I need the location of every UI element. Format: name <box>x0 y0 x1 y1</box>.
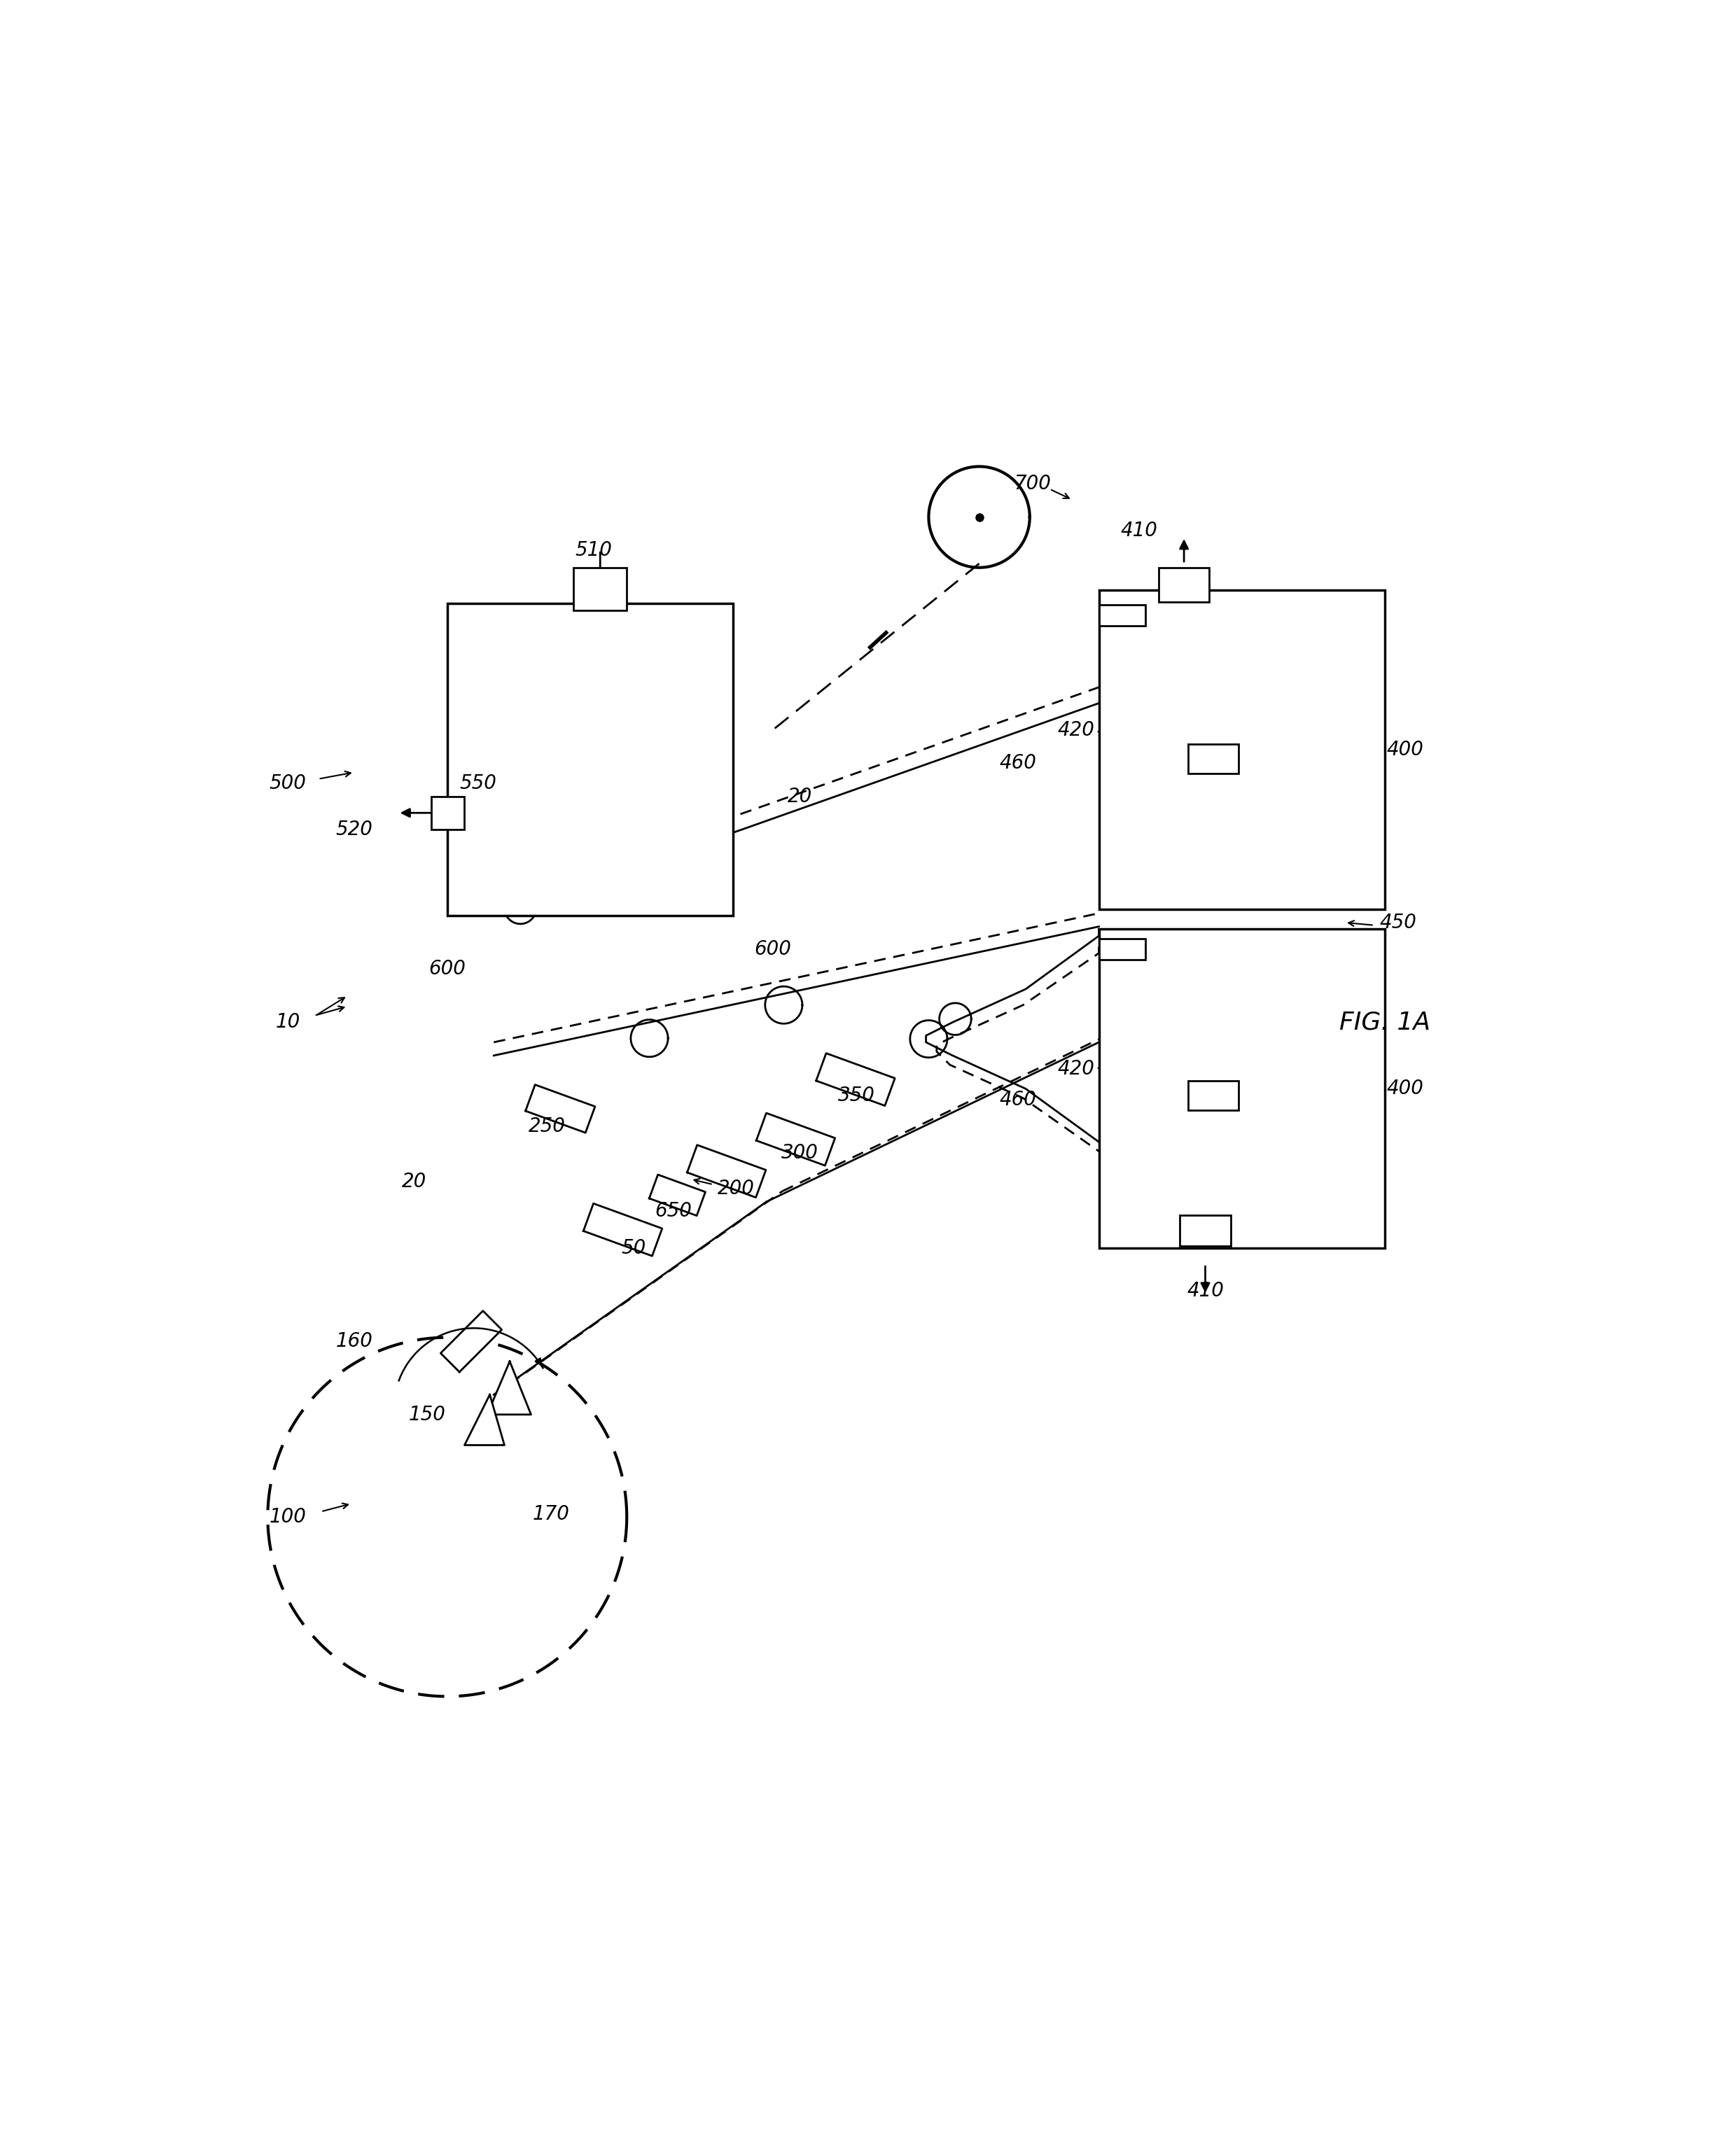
Bar <box>1187 744 1239 774</box>
Text: 20: 20 <box>402 1173 426 1192</box>
Polygon shape <box>649 1175 705 1216</box>
Text: 420: 420 <box>1057 720 1095 740</box>
Text: 150: 150 <box>408 1406 446 1425</box>
Text: 600: 600 <box>755 940 791 959</box>
Text: 460: 460 <box>999 752 1036 772</box>
Text: 170: 170 <box>532 1505 570 1524</box>
Bar <box>1098 938 1146 959</box>
Text: 600: 600 <box>429 959 465 979</box>
Text: 350: 350 <box>839 1087 875 1106</box>
Bar <box>1098 929 1385 1248</box>
Text: 650: 650 <box>656 1201 692 1220</box>
Text: 50: 50 <box>621 1238 645 1259</box>
Polygon shape <box>817 1054 894 1106</box>
Bar <box>1181 1216 1230 1246</box>
Text: 550: 550 <box>460 774 496 793</box>
Polygon shape <box>487 1360 530 1414</box>
Text: 400: 400 <box>1387 740 1423 759</box>
Bar <box>448 604 733 916</box>
Text: 20: 20 <box>788 787 812 806</box>
Bar <box>431 796 465 830</box>
Text: 450: 450 <box>1380 912 1417 931</box>
Text: 10: 10 <box>275 1013 300 1033</box>
Bar <box>1098 591 1385 910</box>
Polygon shape <box>441 1311 501 1371</box>
Text: 500: 500 <box>269 774 305 793</box>
Text: 410: 410 <box>1187 1281 1224 1300</box>
Text: 160: 160 <box>336 1332 372 1352</box>
Text: 700: 700 <box>1014 474 1050 494</box>
Text: 420: 420 <box>1057 1059 1095 1078</box>
Polygon shape <box>757 1112 836 1166</box>
Text: 400: 400 <box>1387 1078 1423 1100</box>
Bar <box>1098 606 1146 625</box>
Text: 200: 200 <box>717 1179 755 1199</box>
Text: 300: 300 <box>781 1143 819 1162</box>
Text: 460: 460 <box>999 1089 1036 1108</box>
Polygon shape <box>686 1145 765 1197</box>
Text: FIG. 1A: FIG. 1A <box>1338 1011 1431 1035</box>
Polygon shape <box>583 1203 662 1257</box>
Text: 250: 250 <box>529 1117 566 1136</box>
Bar <box>1158 567 1210 602</box>
Bar <box>1187 1080 1239 1110</box>
Polygon shape <box>525 1084 595 1132</box>
Text: 410: 410 <box>1121 520 1157 541</box>
Polygon shape <box>465 1395 505 1445</box>
Text: 100: 100 <box>269 1507 305 1526</box>
Text: 520: 520 <box>336 819 372 839</box>
Bar <box>573 567 626 610</box>
Text: 510: 510 <box>575 541 613 561</box>
